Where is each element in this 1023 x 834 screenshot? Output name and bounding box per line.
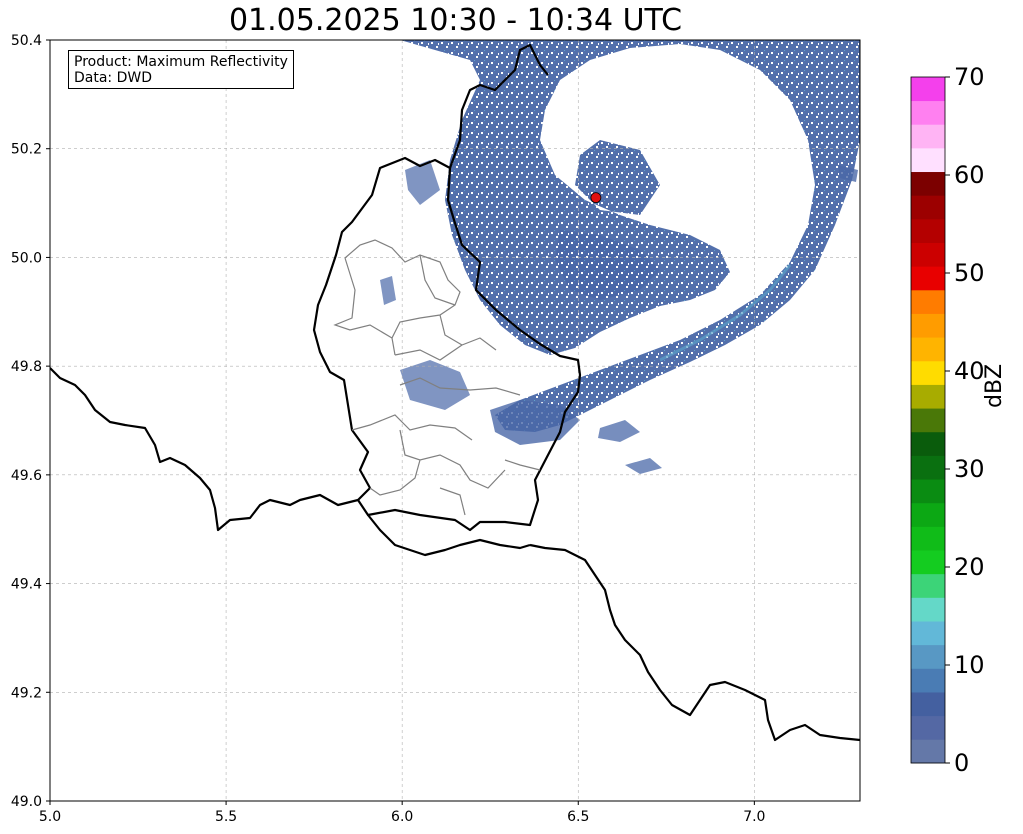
y-tick-label: 50.0 (11, 250, 42, 266)
y-tick-label: 49.8 (11, 359, 42, 375)
radar-site-marker (590, 192, 602, 204)
colorbar-segment (911, 621, 945, 646)
y-tick-label: 49.0 (11, 794, 42, 810)
colorbar-tick-label: 70 (954, 63, 985, 91)
belgium-france-border (50, 367, 359, 532)
colorbar-segment (911, 289, 945, 314)
colorbar-segment (911, 431, 945, 456)
x-tick-label: 7.0 (743, 809, 765, 825)
echo-patch-east-edge (838, 165, 858, 182)
colorbar-segment (911, 455, 945, 480)
colorbar-label: dBZ (982, 363, 1007, 408)
colorbar-frame (910, 76, 946, 764)
colorbar-segment (911, 408, 945, 433)
luxembourg-france-border (367, 514, 531, 557)
colorbar-tick-label: 40 (954, 357, 985, 385)
colorbar-tick-label: 50 (954, 259, 985, 287)
echo-patch-southeast (598, 420, 640, 442)
reflectivity-echoes (380, 40, 860, 474)
y-tick-label: 49.2 (11, 685, 42, 701)
gridlines (50, 40, 860, 801)
echo-streak-light (659, 264, 792, 362)
colorbar-segment (911, 479, 945, 504)
x-tick-label: 5.5 (215, 809, 237, 825)
x-tick-label: 6.5 (567, 809, 589, 825)
colorbar-segment (911, 100, 945, 125)
france-germany-border (529, 543, 860, 742)
colorbar-segment (911, 147, 945, 173)
colorbar-tick-label: 30 (954, 455, 985, 483)
colorbar-segment (911, 739, 945, 764)
colorbar-segment (911, 313, 945, 338)
colorbar-segment (911, 124, 945, 149)
data-source-label: Data: DWD (74, 70, 152, 86)
colorbar-segment (911, 218, 945, 243)
y-tick-label: 50.4 (11, 33, 42, 49)
colorbar-tick-label: 60 (954, 161, 985, 189)
echo-patch-northwest (405, 160, 440, 205)
plot-frame (49, 39, 861, 802)
luxembourg-border (312, 156, 582, 532)
product-info-box: Product: Maximum Reflectivity Data: DWD (68, 50, 294, 89)
colorbar-segment (911, 597, 945, 622)
colorbar-segment (911, 337, 945, 362)
colorbar-segment (911, 77, 945, 102)
colorbar-segment (911, 384, 945, 409)
echo-patch-center (555, 230, 660, 300)
colorbar-segment (911, 526, 945, 551)
colorbar-segment (911, 668, 945, 693)
colorbar-segment (911, 502, 945, 527)
echo-patch-west-small (380, 276, 396, 305)
colorbar-segment (911, 195, 945, 220)
colorbar-segment (911, 171, 945, 196)
echo-patch-south (490, 400, 580, 445)
y-tick-label: 49.4 (11, 577, 42, 593)
belgium-germany-border (448, 43, 549, 169)
colorbar-segment (911, 266, 945, 291)
colorbar-segment (911, 644, 945, 669)
map-title: 01.05.2025 10:30 - 10:34 UTC (228, 3, 683, 38)
echo-main-ring (400, 40, 860, 432)
colorbar-segment (911, 360, 945, 385)
colorbar-segment (911, 242, 945, 267)
echo-patch-far-southeast (625, 458, 662, 474)
colorbar-segment (911, 692, 945, 717)
x-tick-label: 5.0 (39, 809, 61, 825)
colorbar-segment (911, 573, 945, 598)
colorbar-tick-label: 10 (954, 651, 985, 679)
country-borders (50, 43, 860, 742)
x-tick-label: 6.0 (391, 809, 413, 825)
colorbar-segment (911, 550, 945, 575)
y-tick-label: 50.2 (11, 142, 42, 158)
colorbar: 0 10 20 30 40 50 60 70 (910, 63, 985, 777)
colorbar-tick-label: 0 (954, 749, 969, 777)
colorbar-segment (911, 715, 945, 740)
y-tick-label: 49.6 (11, 468, 42, 484)
product-label: Product: Maximum Reflectivity (74, 54, 288, 70)
colorbar-tick-label: 20 (954, 553, 985, 581)
canton-boundaries (333, 239, 541, 516)
axis-ticks: 5.0 5.5 6.0 6.5 7.0 49.0 49.2 49.4 49.6 49.8 50.0 5… (11, 33, 766, 825)
